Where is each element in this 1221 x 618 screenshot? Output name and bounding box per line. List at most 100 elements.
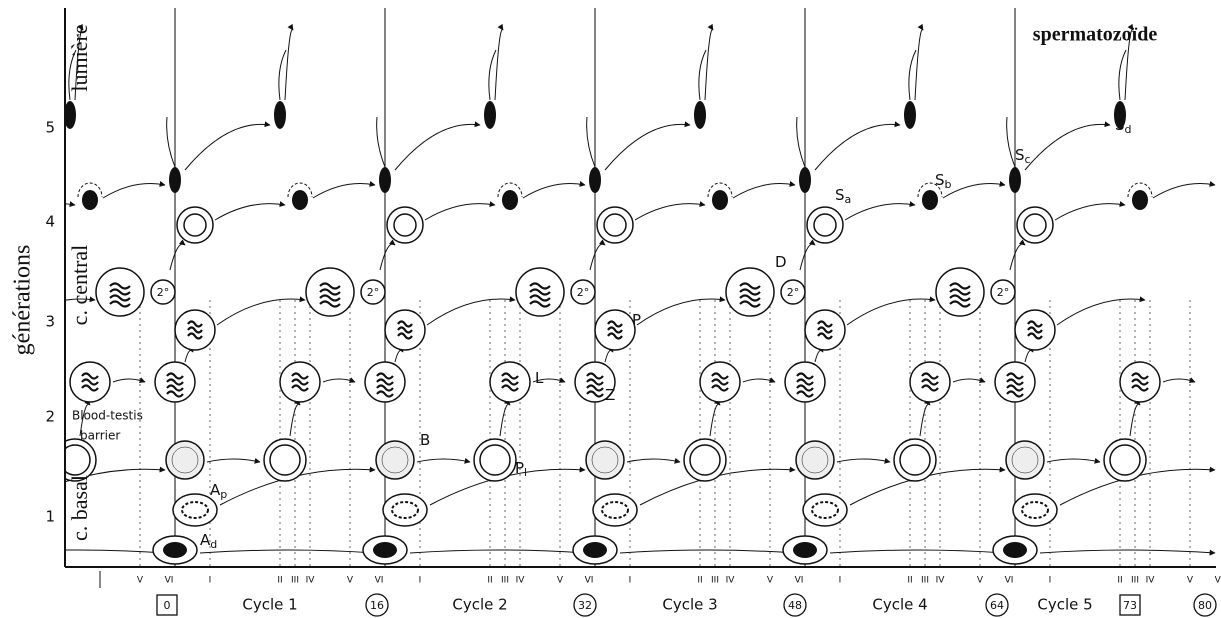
cell-label-main: P — [632, 311, 641, 329]
chromatin — [291, 372, 309, 380]
secondary-label: 2° — [577, 286, 590, 299]
stage-label: II — [697, 576, 702, 586]
cell — [393, 213, 417, 237]
cycle-label: Cycle 1 — [242, 596, 297, 614]
cell — [479, 444, 511, 476]
arrow — [424, 201, 496, 221]
cell — [780, 279, 806, 305]
stage-label: V — [557, 576, 564, 586]
acrosome — [707, 182, 733, 198]
chromatin — [376, 390, 394, 398]
arrow — [74, 23, 84, 101]
stage-label: VI — [795, 576, 804, 586]
arrow — [312, 181, 376, 199]
generation-tick: 2 — [45, 408, 55, 426]
arrow — [79, 398, 91, 437]
chromatin — [586, 384, 604, 392]
spermatid — [1009, 167, 1021, 193]
cell — [603, 213, 627, 237]
arrow — [216, 296, 306, 326]
chromatin — [711, 384, 729, 392]
marker-label: 80 — [1198, 599, 1212, 612]
chromatin — [109, 294, 131, 302]
arrow — [499, 398, 511, 437]
arrow — [814, 345, 824, 363]
cell — [360, 279, 386, 305]
cell — [0, 310, 5, 350]
chromatin — [529, 288, 551, 296]
chromatin — [1027, 326, 1043, 334]
acrosome — [917, 182, 943, 198]
chromatin — [586, 372, 604, 380]
barrier-label: barrier — [80, 429, 120, 443]
chromatin — [291, 384, 309, 392]
nucleus — [373, 542, 397, 558]
arrow — [426, 296, 516, 326]
marker-label: 64 — [990, 599, 1004, 612]
spermatid — [66, 101, 76, 129]
spermatid — [169, 167, 181, 193]
stage-label: IV — [516, 576, 526, 586]
marker-circle — [365, 593, 389, 617]
chromatin — [711, 372, 729, 380]
layer-label: c. basal — [67, 475, 92, 541]
nucleus — [811, 501, 839, 519]
cycle-label: Cycle 4 — [872, 596, 927, 614]
cell-label: B — [420, 431, 430, 449]
spermatid — [799, 167, 811, 193]
tail — [698, 49, 707, 101]
nucleus — [391, 501, 419, 519]
cell — [570, 279, 596, 305]
tail — [166, 116, 176, 168]
cell — [1005, 440, 1045, 480]
chromatin — [529, 300, 551, 308]
cell-label-main: S — [1015, 146, 1025, 164]
stage-label: II — [907, 576, 912, 586]
chromatin — [319, 300, 341, 308]
arrow — [199, 549, 376, 556]
arrow — [66, 201, 76, 208]
generation-tick: 4 — [45, 213, 55, 231]
nucleus — [181, 501, 209, 519]
stage-label: V — [347, 576, 354, 586]
tail — [586, 116, 596, 168]
chromatin — [529, 282, 551, 290]
cell-label-sub: d — [210, 538, 217, 551]
chromatin — [1027, 320, 1043, 328]
cycle-label: Cycle 3 — [662, 596, 717, 614]
tail — [68, 49, 77, 101]
tail — [1006, 116, 1016, 168]
arrow — [836, 457, 891, 464]
cell — [813, 213, 837, 237]
cell-label-main: A — [210, 481, 221, 499]
chromatin — [166, 378, 184, 386]
cell-label-sub: p — [220, 488, 227, 501]
cell-label: Ad — [200, 531, 217, 552]
stage-label: I — [419, 576, 422, 586]
chromatin — [1131, 378, 1149, 386]
cell — [0, 207, 3, 243]
cell-label: Ap — [210, 481, 227, 502]
arrow — [102, 181, 166, 199]
arrow — [814, 121, 901, 171]
secondary-label: 2° — [787, 286, 800, 299]
arrow — [532, 377, 566, 383]
cell-label-sub: d — [1125, 123, 1132, 136]
cell-label-sub: b — [945, 178, 952, 191]
spermatid — [502, 190, 518, 210]
chromatin — [1006, 384, 1024, 392]
marker-label: 16 — [370, 599, 384, 612]
cell — [171, 446, 199, 474]
stage-label: II — [487, 576, 492, 586]
chromatin — [109, 288, 131, 296]
chromatin — [1006, 390, 1024, 398]
cell-label-main: S — [835, 186, 845, 204]
stage-label: IV — [726, 576, 736, 586]
chromatin — [1131, 384, 1149, 392]
secondary-label: 2° — [157, 286, 170, 299]
marker-label: 32 — [578, 599, 592, 612]
chromatin — [1006, 378, 1024, 386]
stage-label: VI — [375, 576, 384, 586]
arrow — [184, 121, 271, 171]
